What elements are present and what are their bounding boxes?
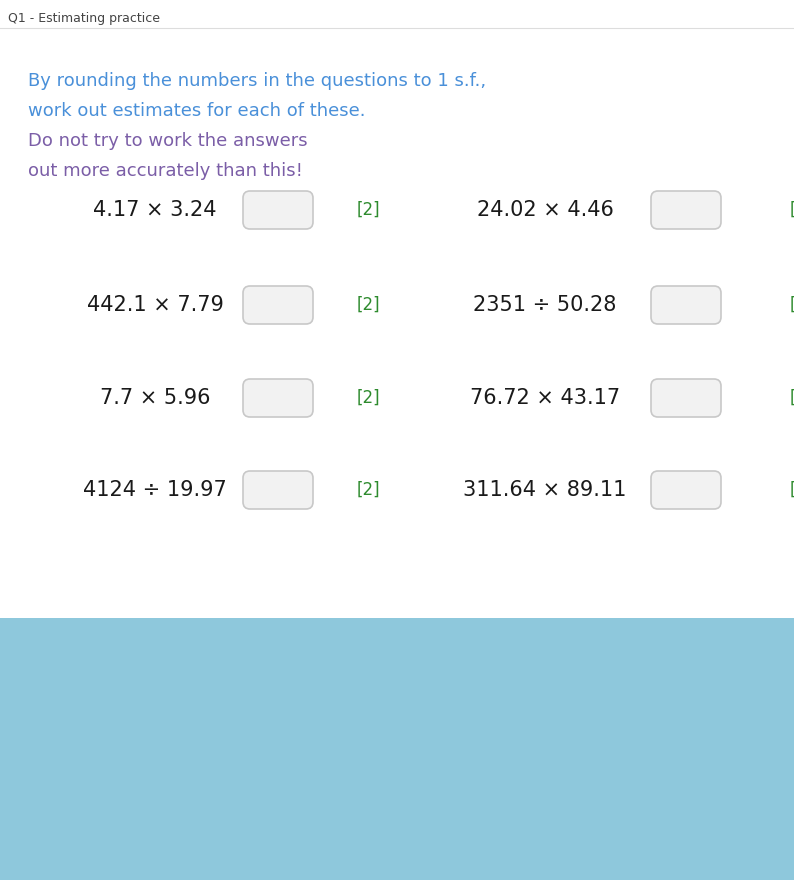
FancyBboxPatch shape [243,191,313,229]
Text: [2]: [2] [357,481,380,499]
Text: 76.72 × 43.17: 76.72 × 43.17 [470,388,620,408]
FancyBboxPatch shape [651,471,721,509]
FancyBboxPatch shape [243,471,313,509]
Text: Do not try to work the answers: Do not try to work the answers [28,132,307,150]
Text: 4.17 × 3.24: 4.17 × 3.24 [93,200,217,220]
Text: 7.7 × 5.96: 7.7 × 5.96 [100,388,210,408]
FancyBboxPatch shape [651,191,721,229]
Text: By rounding the numbers in the questions to 1 s.f.,: By rounding the numbers in the questions… [28,72,486,90]
Text: [: [ [790,201,794,219]
Text: 24.02 × 4.46: 24.02 × 4.46 [476,200,614,220]
Text: Q1 - Estimating practice: Q1 - Estimating practice [8,12,160,25]
FancyBboxPatch shape [243,286,313,324]
Text: [2]: [2] [357,296,380,314]
FancyBboxPatch shape [243,379,313,417]
Text: out more accurately than this!: out more accurately than this! [28,162,303,180]
Text: [: [ [790,296,794,314]
Text: 2351 ÷ 50.28: 2351 ÷ 50.28 [473,295,617,315]
Text: 4124 ÷ 19.97: 4124 ÷ 19.97 [83,480,227,500]
Text: [2]: [2] [357,389,380,407]
Text: [: [ [790,481,794,499]
Text: [: [ [790,389,794,407]
Bar [0,618,794,880]
Text: [2]: [2] [357,201,380,219]
FancyBboxPatch shape [651,286,721,324]
Text: 311.64 × 89.11: 311.64 × 89.11 [464,480,626,500]
Text: 442.1 × 7.79: 442.1 × 7.79 [87,295,223,315]
Text: work out estimates for each of these.: work out estimates for each of these. [28,102,365,120]
FancyBboxPatch shape [651,379,721,417]
